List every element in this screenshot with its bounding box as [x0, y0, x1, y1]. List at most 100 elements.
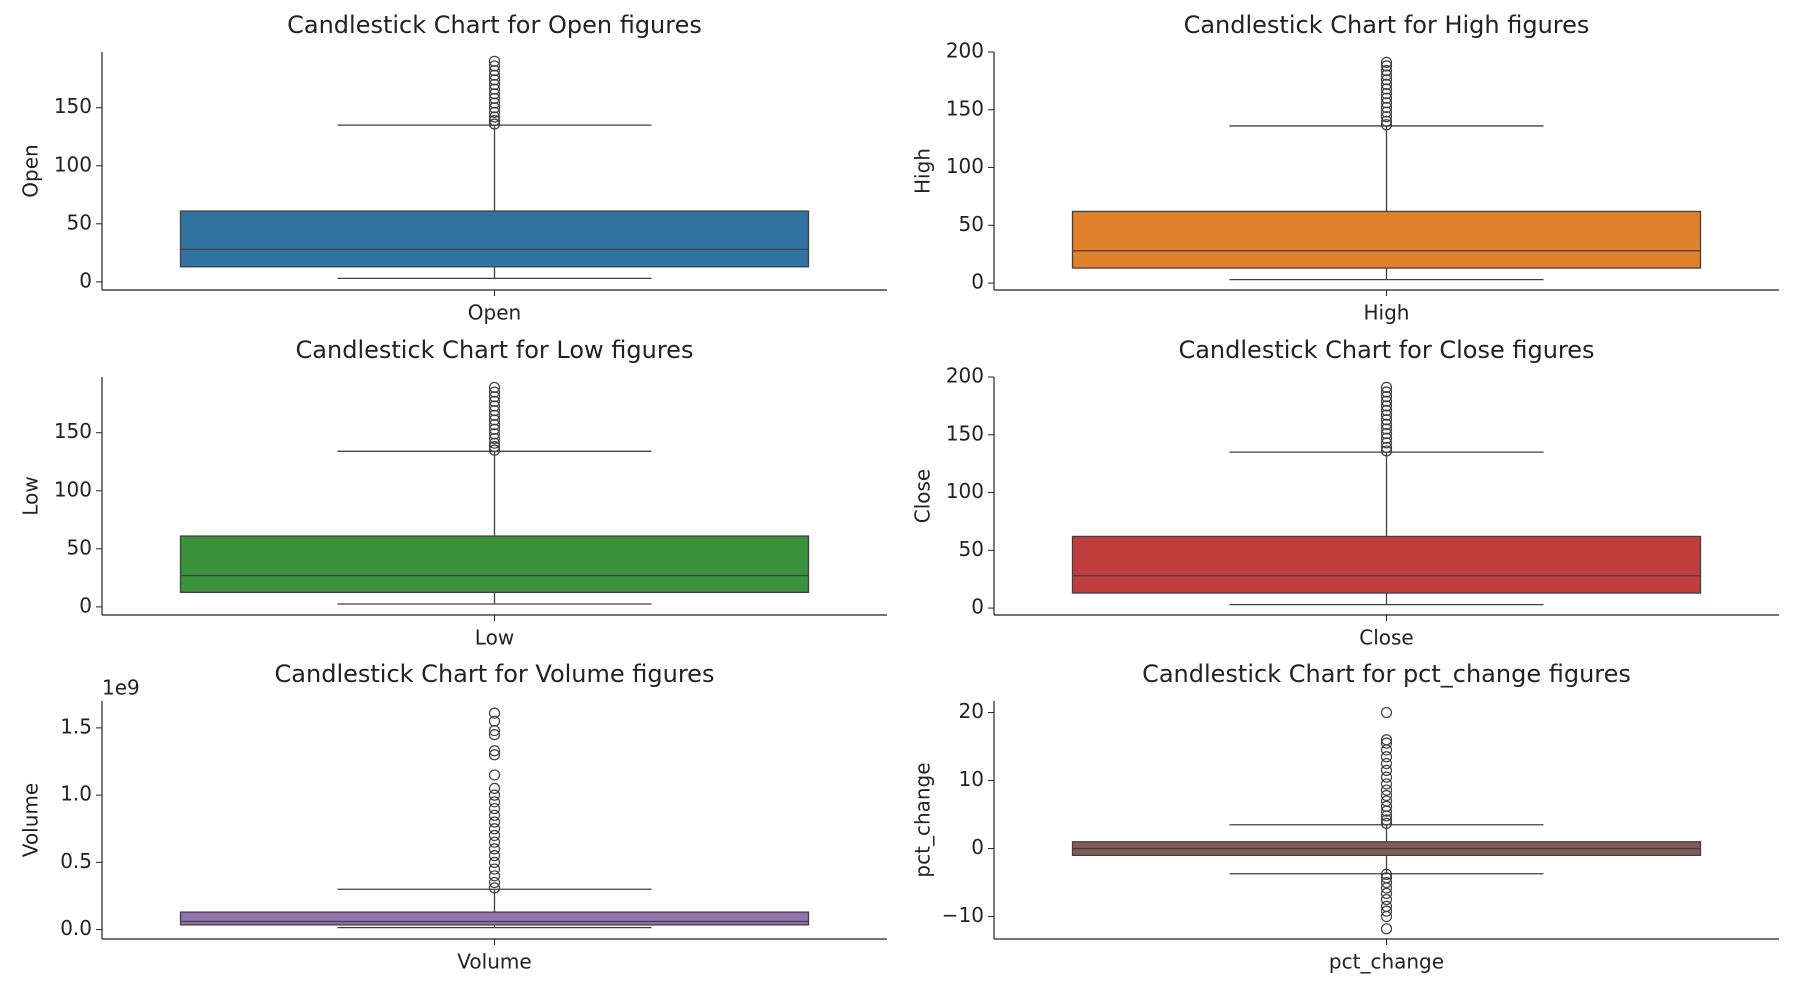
outlier: [488, 409, 501, 421]
outlier: [1380, 734, 1393, 746]
outlier: [488, 769, 501, 781]
outlier: [1380, 56, 1393, 68]
outlier: [1380, 87, 1393, 100]
y-tick-label: 1.5: [60, 714, 92, 738]
axis-offset-label: 1e9: [102, 676, 140, 700]
y-tick-label: 0: [79, 268, 92, 292]
outlier: [1380, 751, 1393, 763]
outlier: [488, 870, 501, 882]
x-tick-label: High: [1364, 301, 1410, 325]
outlier: [1380, 69, 1393, 81]
outlier: [1380, 395, 1393, 407]
outlier: [1380, 414, 1393, 426]
outlier: [488, 432, 501, 445]
outlier: [1380, 101, 1393, 114]
y-axis-label: Low: [19, 476, 43, 515]
x-tick-label: Open: [468, 301, 521, 325]
outlier: [488, 405, 501, 417]
x-tick-label: Low: [475, 626, 514, 650]
outlier: [1380, 400, 1393, 412]
outlier: [1380, 784, 1393, 796]
outlier: [488, 729, 501, 741]
outlier: [1380, 923, 1393, 935]
outlier: [1380, 778, 1393, 790]
outlier: [1380, 409, 1393, 421]
outlier: [488, 441, 501, 453]
y-tick-label: 0.0: [60, 916, 92, 940]
outlier: [1380, 795, 1393, 807]
y-tick-label: 200: [946, 39, 984, 63]
y-axis-label: Open: [19, 144, 43, 197]
outlier: [1380, 404, 1393, 417]
outlier: [1380, 83, 1393, 95]
y-axis-label: pct_change: [911, 762, 935, 877]
y-tick-label: 100: [946, 479, 984, 503]
outlier: [488, 386, 501, 398]
outlier: [488, 707, 501, 719]
outlier: [488, 78, 501, 91]
y-axis-label: Volume: [19, 783, 43, 857]
outlier: [1380, 764, 1393, 776]
box: [179, 210, 810, 268]
y-tick-label: 100: [946, 154, 984, 178]
outlier: [1380, 106, 1393, 118]
box: [179, 535, 810, 594]
chart-title: Candlestick Chart for Low figures: [296, 336, 694, 364]
y-tick-label: 50: [959, 537, 984, 561]
outlier: [488, 882, 501, 894]
outlier: [1380, 64, 1393, 77]
outlier: [1380, 74, 1393, 86]
outlier: [488, 88, 501, 100]
outlier: [1380, 876, 1393, 889]
outlier: [488, 856, 501, 868]
y-axis-label: High: [911, 148, 935, 194]
outlier: [1380, 814, 1393, 826]
outlier: [1380, 60, 1393, 72]
y-tick-label: 100: [54, 477, 92, 501]
outlier: [1380, 115, 1393, 127]
outlier: [488, 809, 501, 821]
y-tick-label: 150: [946, 421, 984, 445]
outlier: [1380, 882, 1393, 894]
outlier: [1380, 428, 1393, 440]
outlier: [488, 381, 501, 394]
outlier: [488, 829, 501, 842]
outlier: [1380, 92, 1393, 104]
x-tick-label: pct_change: [1329, 950, 1444, 974]
y-tick-label: 1.0: [60, 782, 92, 806]
outlier: [488, 118, 501, 130]
chart-title: Candlestick Chart for Open figures: [287, 11, 702, 39]
box: [179, 911, 810, 926]
outlier: [488, 419, 501, 431]
outlier: [488, 715, 501, 727]
outlier: [1380, 893, 1393, 906]
outlier: [488, 823, 501, 835]
outlier: [488, 106, 501, 118]
outlier: [488, 782, 501, 795]
y-tick-label: 0: [971, 270, 984, 294]
y-tick-label: 150: [54, 94, 92, 118]
outlier: [488, 796, 501, 808]
outlier: [488, 60, 501, 72]
outlier: [1380, 437, 1393, 449]
outlier: [488, 428, 501, 440]
outlier: [1380, 418, 1393, 430]
outlier: [488, 111, 501, 123]
outlier: [1380, 119, 1393, 131]
outlier: [488, 414, 501, 426]
outlier: [1380, 381, 1393, 393]
y-tick-label: 0: [971, 835, 984, 859]
outlier: [1380, 111, 1393, 123]
outlier: [488, 816, 501, 828]
outlier: [488, 74, 501, 86]
outlier: [488, 437, 501, 449]
x-tick-label: Volume: [457, 950, 531, 974]
y-tick-label: 100: [54, 152, 92, 176]
outlier: [488, 69, 501, 81]
y-tick-label: 150: [54, 419, 92, 443]
outlier: [488, 876, 501, 889]
outlier: [1380, 386, 1393, 398]
outlier: [1380, 391, 1393, 403]
y-tick-label: 50: [67, 210, 92, 234]
outlier: [488, 395, 501, 407]
